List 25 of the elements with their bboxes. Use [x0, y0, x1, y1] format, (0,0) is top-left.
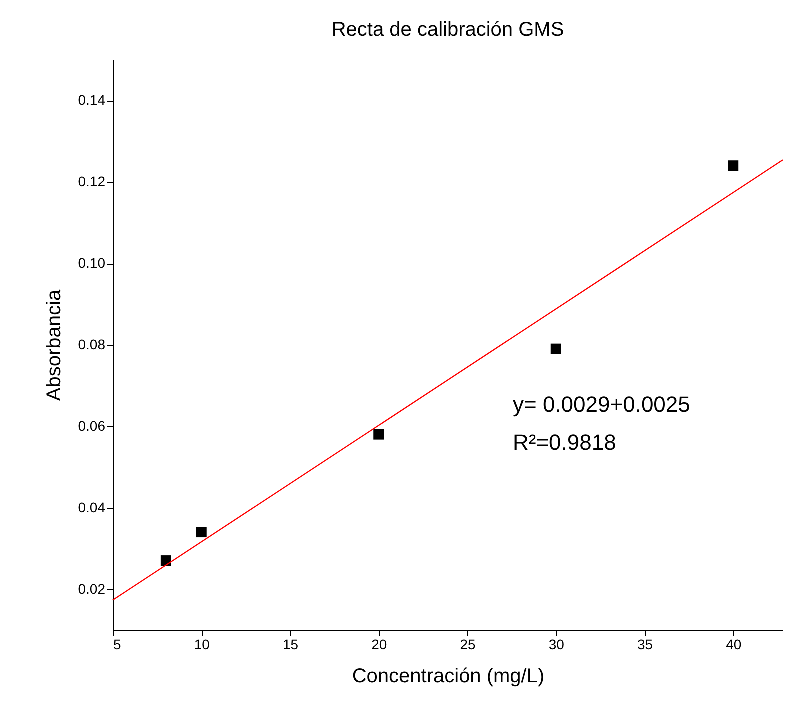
annotation: R²=0.9818 [513, 430, 616, 455]
y-tick-label: 0.14 [78, 92, 106, 108]
x-tick-label: 15 [282, 636, 299, 652]
y-axis-title: Absorbancia [43, 289, 66, 402]
point [374, 429, 384, 440]
point [728, 160, 739, 172]
x-tick-label: 10 [194, 636, 210, 652]
y-tick-label: 0.04 [78, 499, 106, 516]
y-tick-label: 0.10 [78, 255, 106, 272]
point [196, 527, 207, 538]
y-tick-label: 0.08 [78, 336, 106, 352]
y-tick-label: 0.12 [78, 174, 106, 190]
y-tick-label: 0.02 [78, 580, 106, 597]
x-tick-label: 35 [637, 636, 654, 652]
x-tick-label: 30 [548, 636, 565, 652]
x-tick-label: 40 [726, 636, 742, 652]
x-tick-label: 5 [114, 636, 122, 652]
point [160, 556, 172, 566]
x-axis-title: Concentración (mg/L) [352, 666, 545, 688]
annotation: y= 0.0029+0.0025 [513, 392, 690, 417]
chart-title: Recta de calibración GMS [332, 19, 564, 41]
x-tick-label: 20 [372, 636, 388, 652]
y-tick-label: 0.06 [78, 418, 106, 434]
point [550, 344, 562, 354]
x-tick-label: 25 [460, 636, 476, 652]
